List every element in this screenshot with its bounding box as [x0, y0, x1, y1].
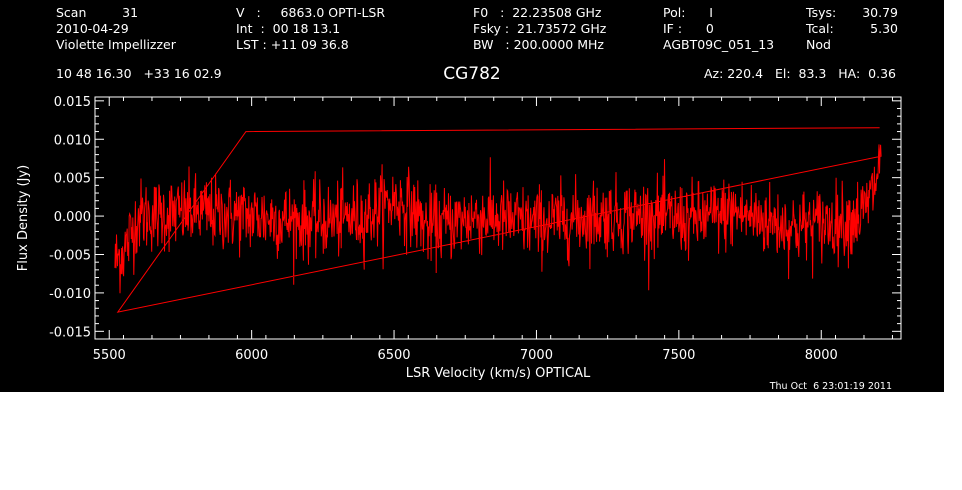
y-tick-label: 0.015 [54, 95, 91, 110]
y-tick-label: 0.000 [54, 210, 91, 225]
header-scan: Scan 31 [56, 5, 138, 20]
x-axis-tick-labels: 5500 6000 6500 7000 7500 8000 [93, 348, 838, 363]
plot-timestamp: Thu Oct 6 23:01:19 2011 [769, 381, 892, 392]
header-tcal-label: Tcal: [805, 21, 834, 36]
header-if: IF : 0 [663, 21, 714, 36]
header-observer: Violette Impellizzer [56, 37, 177, 52]
y-axis-ticks [95, 100, 901, 340]
header-tcal-value: 5.30 [870, 21, 898, 36]
y-tick-label: 0.005 [54, 172, 91, 187]
plot-frame [94, 96, 902, 340]
y-tick-label: -0.015 [49, 325, 91, 340]
header-integration: Int : 00 18 13.1 [236, 21, 340, 36]
header-pol: Pol: I [663, 5, 713, 20]
x-axis-label: LSR Velocity (km/s) OPTICAL [406, 366, 591, 381]
header-az-el-ha: Az: 220.4 El: 83.3 HA: 0.36 [704, 66, 896, 81]
header-coordinates: 10 48 16.30 +33 16 02.9 [56, 66, 222, 81]
chart-title: CG782 [443, 64, 501, 84]
spectrum-chart: Scan 31 2010-04-29 Violette Impellizzer … [16, 5, 902, 392]
header-f0: F0 : 22.23508 GHz [473, 5, 602, 20]
header-velocity: V : 6863.0 OPTI-LSR [236, 5, 385, 20]
header-bandwidth: BW : 200.0000 MHz [473, 37, 604, 52]
header-lst: LST : +11 09 36.8 [236, 37, 349, 52]
x-tick-label: 7500 [662, 348, 695, 363]
y-tick-label: -0.005 [49, 248, 91, 263]
x-axis-ticks [94, 97, 893, 339]
header-date: 2010-04-29 [56, 21, 129, 36]
header-nod: Nod [806, 37, 831, 52]
spectrum-plot-panel: Scan 31 2010-04-29 Violette Impellizzer … [0, 0, 944, 392]
series-group [114, 127, 882, 313]
header-tsys-value: 30.79 [862, 5, 898, 20]
y-axis-tick-labels: -0.015 -0.010 -0.005 0.000 0.005 0.010 0.015 [49, 95, 91, 340]
observation-header: Scan 31 2010-04-29 Violette Impellizzer … [56, 5, 898, 84]
header-fsky: Fsky : 21.73572 GHz [473, 21, 607, 36]
y-tick-label: -0.010 [49, 287, 91, 302]
x-tick-label: 5500 [93, 348, 126, 363]
x-tick-label: 7000 [520, 348, 553, 363]
y-axis-label: Flux Density (Jy) [16, 165, 31, 271]
y-tick-label: 0.010 [54, 133, 91, 148]
header-project: AGBT09C_051_13 [663, 37, 774, 52]
header-tsys-label: Tsys: [805, 5, 836, 20]
x-tick-label: 8000 [805, 348, 838, 363]
flux-density-series [114, 127, 882, 313]
x-tick-label: 6000 [235, 348, 268, 363]
x-tick-label: 6500 [377, 348, 410, 363]
